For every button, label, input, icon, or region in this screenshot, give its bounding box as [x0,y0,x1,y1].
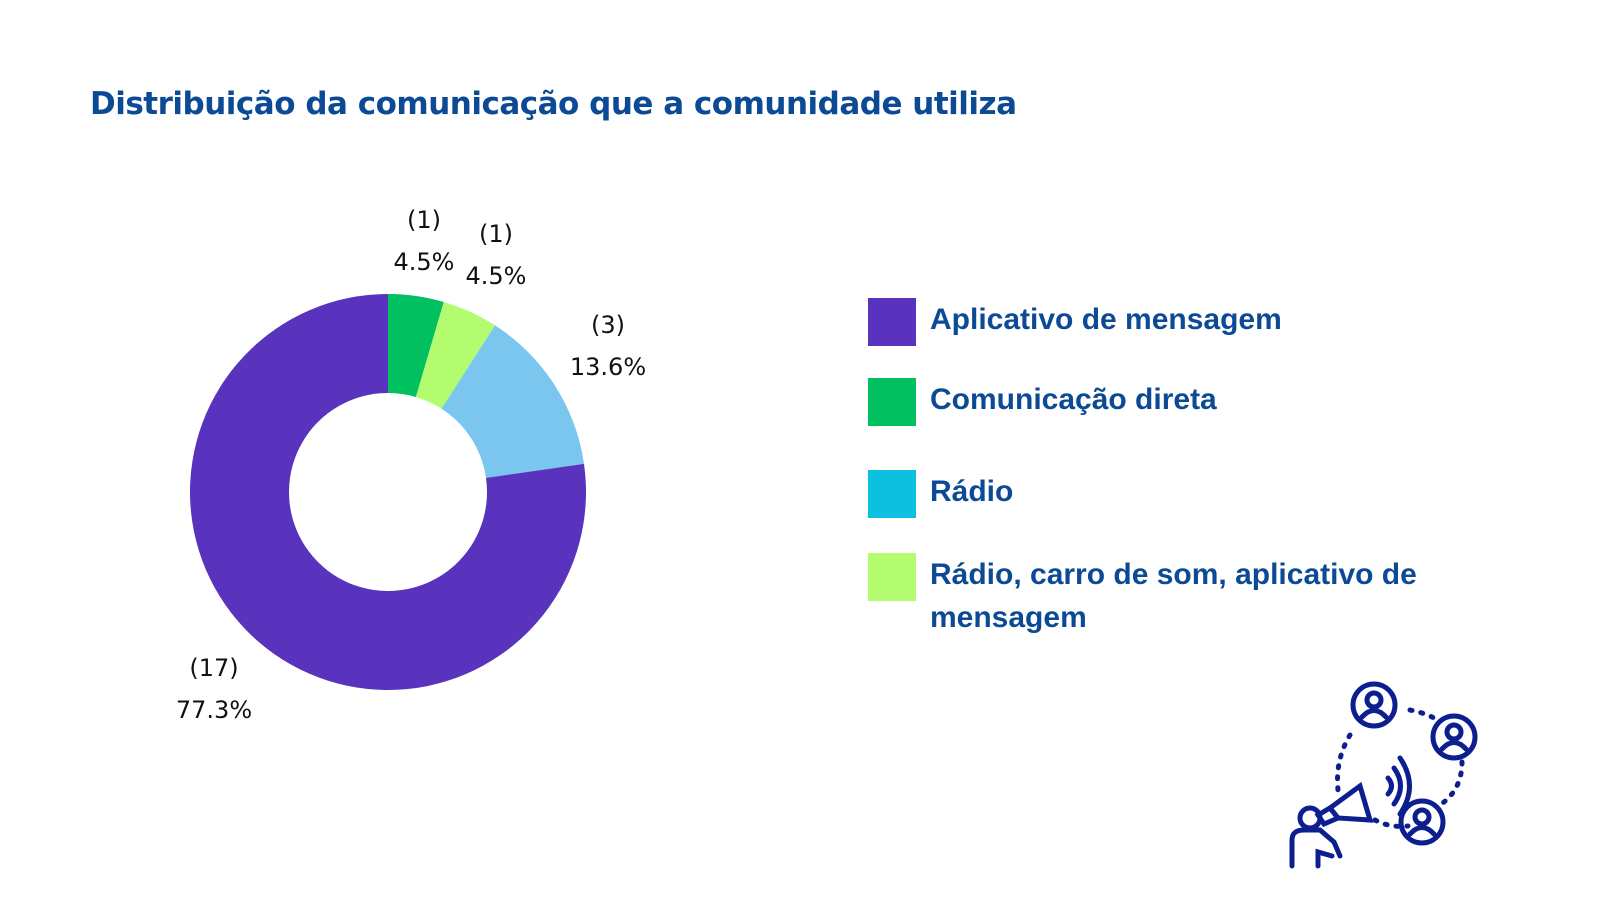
slice-count-label: (1) [407,206,441,234]
slice-percent-label: 4.5% [394,248,455,276]
legend-swatch [868,298,916,346]
legend-label: Rádio [930,475,1014,508]
slice-percent-label: 4.5% [466,262,527,290]
donut-slice [415,302,496,409]
donut-slice [388,294,444,398]
chart-title: Distribuição da comunicação que a comuni… [90,86,1017,122]
slice-percent-label: 13.6% [570,353,646,381]
community-megaphone-icon [1289,681,1478,869]
legend-swatch [868,378,916,426]
legend-label: Comunicação direta [930,383,1217,416]
donut-slice [441,325,584,478]
slice-count-label: (1) [479,220,513,248]
legend-item-radio-carro-som: Rádio, carro de som, aplicativo de mensa… [868,553,1490,639]
slice-percent-label: 77.3% [176,696,252,724]
legend-swatch [868,553,916,601]
donut-chart: (1) 4.5% (1) 4.5% (3) 13.6% (17) 77.3% [176,206,646,724]
legend-item-radio: Rádio [868,470,1490,518]
legend-item-comunicacao-direta: Comunicação direta [868,378,1490,426]
slice-count-label: (3) [591,311,625,339]
legend-swatch [868,470,916,518]
legend-label: Aplicativo de mensagem [930,303,1282,336]
donut-slice [190,294,586,690]
legend-item-aplicativo: Aplicativo de mensagem [868,298,1490,346]
legend-label: Rádio, carro de som, aplicativo de mensa… [930,558,1417,634]
slice-count-label: (17) [189,654,238,682]
